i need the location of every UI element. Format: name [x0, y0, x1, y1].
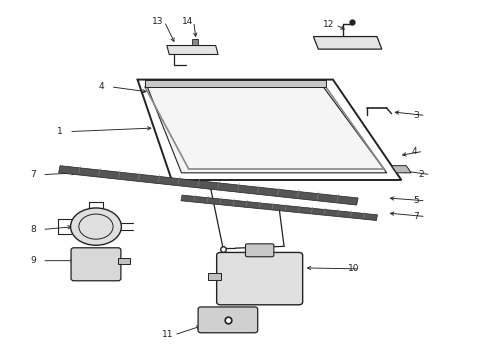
Text: 4: 4 — [411, 147, 417, 156]
Polygon shape — [208, 273, 220, 280]
FancyBboxPatch shape — [71, 248, 121, 281]
Text: 4: 4 — [98, 82, 104, 91]
Text: 13: 13 — [152, 17, 164, 26]
Polygon shape — [145, 80, 326, 87]
Text: 9: 9 — [30, 256, 36, 265]
Polygon shape — [167, 45, 218, 54]
Text: 2: 2 — [418, 170, 424, 179]
Text: 14: 14 — [181, 17, 193, 26]
Text: 5: 5 — [414, 196, 419, 205]
Polygon shape — [59, 166, 358, 205]
Text: 7: 7 — [414, 212, 419, 221]
Text: 6: 6 — [229, 262, 235, 271]
Text: 3: 3 — [414, 111, 419, 120]
Polygon shape — [118, 258, 130, 264]
Circle shape — [71, 208, 122, 245]
FancyBboxPatch shape — [217, 252, 303, 305]
Polygon shape — [314, 37, 382, 49]
Text: 7: 7 — [30, 170, 36, 179]
Text: 10: 10 — [347, 265, 359, 274]
Text: 11: 11 — [162, 330, 173, 339]
FancyBboxPatch shape — [245, 244, 274, 257]
Polygon shape — [147, 87, 387, 173]
Text: 12: 12 — [323, 20, 335, 29]
Text: 8: 8 — [30, 225, 36, 234]
Polygon shape — [181, 195, 377, 220]
FancyBboxPatch shape — [198, 307, 258, 333]
Polygon shape — [392, 166, 411, 173]
Text: 1: 1 — [57, 127, 63, 136]
